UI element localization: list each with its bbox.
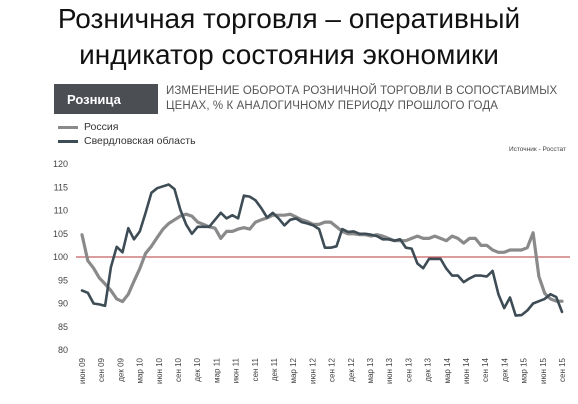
x-tick-label: мар 15 xyxy=(520,357,529,383)
y-tick-label: 105 xyxy=(53,229,68,239)
legend-item-russia: Россия xyxy=(58,120,196,134)
slide-title-line-2: индикатор состояния экономики xyxy=(79,39,499,70)
chart-source: Источник - Росстат xyxy=(508,146,566,153)
y-tick-label: 85 xyxy=(58,322,68,332)
x-tick-label: сен 11 xyxy=(251,357,260,381)
x-tick-label: сен 13 xyxy=(404,357,413,382)
x-tick-label: июн 14 xyxy=(462,357,471,384)
x-tick-label: июн 12 xyxy=(308,357,317,384)
x-tick-label: дек 14 xyxy=(500,357,509,381)
x-tick-label: мар 11 xyxy=(212,357,221,382)
x-tick-label: дек 12 xyxy=(347,357,356,381)
series-line-russia xyxy=(80,212,564,304)
x-tick-label: мар 10 xyxy=(136,357,145,383)
legend-swatch-russia xyxy=(58,125,78,129)
x-tick-label: июн 15 xyxy=(539,357,548,384)
y-tick-label: 80 xyxy=(58,345,68,355)
y-tick-label: 115 xyxy=(54,182,68,192)
x-tick-label: мар 14 xyxy=(443,357,452,383)
x-tick-label: сен 12 xyxy=(328,357,337,382)
y-tick-label: 95 xyxy=(58,275,68,285)
y-tick-label: 110 xyxy=(54,206,68,216)
x-tick-label: сен 09 xyxy=(97,357,106,382)
chart-title: ИЗМЕНЕНИЕ ОБОРОТА РОЗНИЧНОЙ ТОРГОВЛИ В С… xyxy=(166,85,558,112)
y-tick-label: 100 xyxy=(53,252,68,262)
legend-swatch-sverdlovsk xyxy=(58,139,78,143)
x-tick-label: дек 09 xyxy=(116,357,125,381)
slide-title-line-1: Розничная торговля – оперативный xyxy=(57,3,521,34)
x-tick-label: дек 13 xyxy=(424,357,433,381)
y-tick-label: 120 xyxy=(53,159,68,169)
x-tick-label: июн 13 xyxy=(385,357,394,384)
chart-legend: Россия Свердловская область xyxy=(58,120,196,148)
x-tick-label: дек 10 xyxy=(193,357,202,381)
x-tick-label: июн 11 xyxy=(232,357,241,383)
x-tick-label: мар 12 xyxy=(289,357,298,383)
legend-label-sverdlovsk: Свердловская область xyxy=(84,135,196,147)
x-tick-label: сен 10 xyxy=(174,357,183,382)
x-tick-label: июн 10 xyxy=(155,357,164,384)
y-tick-label: 90 xyxy=(58,299,68,309)
x-tick-label: сен 14 xyxy=(481,357,490,382)
legend-item-sverdlovsk: Свердловская область xyxy=(58,134,196,148)
series-line-sverdlovsk xyxy=(80,183,564,317)
legend-label-russia: Россия xyxy=(84,121,119,133)
x-tick-label: мар 13 xyxy=(366,357,375,383)
x-tick-label: сен 15 xyxy=(558,357,567,382)
category-badge: Розница xyxy=(54,84,158,114)
x-tick-label: дек 11 xyxy=(270,357,279,381)
x-tick-label: июн 09 xyxy=(78,357,87,384)
